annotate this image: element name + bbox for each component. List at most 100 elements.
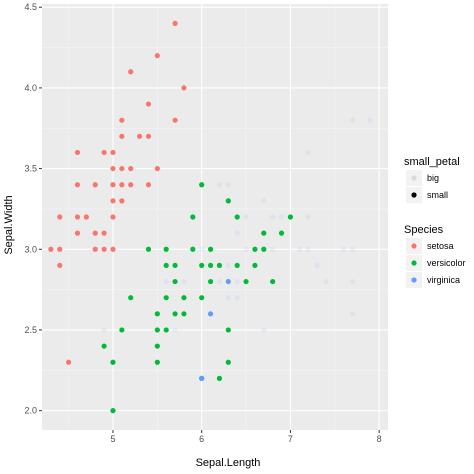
data-point-setosa <box>119 182 125 188</box>
data-point-virginica <box>305 246 311 252</box>
data-point-virginica <box>270 246 276 252</box>
data-point-virginica <box>314 262 320 269</box>
data-point-virginica <box>101 327 107 333</box>
data-point-setosa <box>172 20 178 26</box>
legend-label: setosa <box>427 241 454 251</box>
data-point-setosa <box>74 149 81 156</box>
data-point-versicolor <box>154 311 160 317</box>
data-point-virginica <box>349 246 356 252</box>
data-point-setosa <box>74 230 81 236</box>
data-point-virginica <box>199 375 205 381</box>
data-point-setosa <box>74 214 81 220</box>
legend-key-versicolor <box>411 260 417 266</box>
data-point-virginica <box>243 214 249 220</box>
data-point-versicolor <box>172 311 178 317</box>
legend-key-setosa <box>411 243 417 249</box>
data-point-virginica <box>305 149 311 156</box>
y-tick-label: 2.5 <box>24 325 37 335</box>
data-point-versicolor <box>190 214 196 220</box>
data-point-setosa <box>110 149 116 156</box>
legend-key-big <box>411 175 417 181</box>
data-point-versicolor <box>199 262 205 269</box>
data-point-virginica <box>234 278 240 285</box>
data-point-versicolor <box>128 295 134 301</box>
data-point-setosa <box>154 53 160 59</box>
data-point-setosa <box>145 182 152 188</box>
y-tick-label: 3.5 <box>24 164 37 174</box>
data-point-versicolor <box>199 182 205 188</box>
data-point-versicolor <box>270 278 276 285</box>
legend-label: small <box>427 190 448 200</box>
x-tick-label: 7 <box>288 434 293 444</box>
x-axis-title: Sepal.Length <box>196 457 261 469</box>
data-point-versicolor <box>110 408 116 414</box>
data-point-versicolor <box>163 246 169 252</box>
x-tick-label: 8 <box>377 434 382 444</box>
data-point-setosa <box>119 133 125 139</box>
data-point-versicolor <box>243 278 249 285</box>
data-point-setosa <box>110 165 116 172</box>
data-point-setosa <box>145 133 152 139</box>
data-point-versicolor <box>225 327 231 333</box>
data-point-virginica <box>199 246 205 252</box>
data-point-setosa <box>110 198 116 204</box>
data-point-versicolor <box>207 246 214 252</box>
data-point-virginica <box>234 230 240 236</box>
data-point-setosa <box>101 149 107 156</box>
data-point-versicolor <box>216 375 223 381</box>
grid-lines <box>42 4 388 430</box>
data-point-versicolor <box>234 214 240 220</box>
data-point-setosa <box>110 182 116 188</box>
data-point-virginica <box>349 117 356 123</box>
data-point-setosa <box>128 69 134 75</box>
data-point-versicolor <box>225 198 231 204</box>
y-tick-label: 2.0 <box>24 406 37 416</box>
data-point-virginica <box>278 214 285 220</box>
x-tick-label: 5 <box>110 434 115 444</box>
y-axis-ticks: 2.0 2.5 3.0 3.5 4.0 4.5 <box>24 2 42 416</box>
data-point-versicolor <box>278 230 285 236</box>
y-tick-label: 4.0 <box>24 83 37 93</box>
data-point-virginica <box>261 198 267 204</box>
data-point-setosa <box>172 117 178 123</box>
data-point-setosa <box>48 246 54 252</box>
panel-background <box>42 4 388 430</box>
data-point-versicolor <box>119 327 125 333</box>
y-tick-label: 4.5 <box>24 2 37 12</box>
data-point-virginica <box>181 278 187 285</box>
data-point-versicolor <box>181 311 187 317</box>
data-point-setosa <box>136 133 143 139</box>
legend-label: big <box>427 173 439 183</box>
data-point-setosa <box>92 230 98 236</box>
data-point-versicolor <box>154 327 160 333</box>
data-point-versicolor <box>172 262 178 269</box>
data-point-versicolor <box>225 359 231 365</box>
data-point-versicolor <box>163 295 169 301</box>
data-point-versicolor <box>181 295 187 301</box>
data-point-versicolor <box>101 343 107 349</box>
data-point-setosa <box>119 198 125 204</box>
data-point-virginica <box>296 246 302 252</box>
data-point-versicolor <box>172 278 178 285</box>
data-point-virginica <box>163 278 169 285</box>
data-point-setosa <box>128 182 134 188</box>
data-point-versicolor <box>234 262 240 269</box>
legend-key-virginica <box>411 277 417 283</box>
data-point-virginica <box>216 278 223 285</box>
data-point-versicolor <box>207 262 214 269</box>
data-point-virginica <box>323 278 329 285</box>
data-point-versicolor <box>287 214 294 220</box>
legend-label: virginica <box>427 275 460 285</box>
data-point-setosa <box>92 182 98 188</box>
data-point-setosa <box>154 165 160 172</box>
data-point-setosa <box>101 230 107 236</box>
data-point-setosa <box>57 262 63 269</box>
data-point-virginica <box>305 214 311 220</box>
data-point-versicolor <box>154 343 160 349</box>
data-point-setosa <box>128 165 134 172</box>
data-point-setosa <box>119 165 125 172</box>
y-axis-title: Sepal.Width <box>3 195 15 254</box>
data-point-versicolor <box>154 359 160 365</box>
